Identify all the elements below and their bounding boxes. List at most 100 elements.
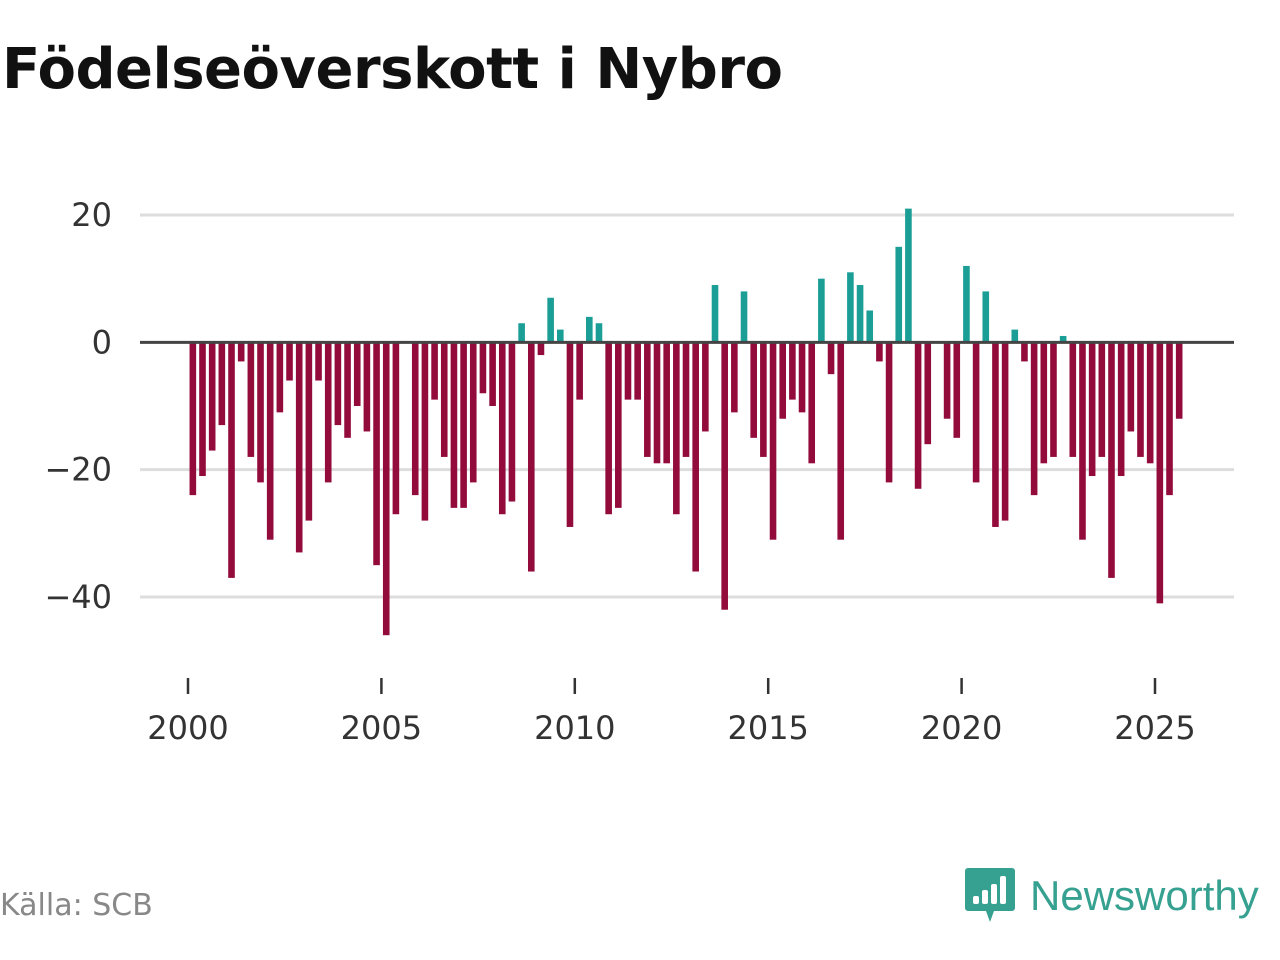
- bar: [1117, 342, 1125, 477]
- bar: [1137, 342, 1144, 457]
- bar: [353, 342, 361, 406]
- bar: [673, 342, 680, 515]
- bar: [431, 342, 438, 400]
- y-axis: 20 0 −20 −40: [44, 196, 112, 616]
- bar: [508, 342, 516, 502]
- bar: [963, 265, 970, 343]
- x-tick-label: 2010: [534, 709, 615, 747]
- bar: [905, 208, 912, 343]
- bar: [624, 342, 632, 400]
- bar: [702, 342, 709, 432]
- bar: [982, 291, 990, 343]
- bar: [537, 342, 545, 356]
- bar: [1098, 342, 1106, 457]
- bar: [1059, 335, 1067, 343]
- bar: [644, 342, 651, 457]
- y-tick-label: 20: [71, 196, 112, 234]
- bar: [615, 342, 622, 508]
- bar: [247, 342, 255, 457]
- bar: [818, 278, 825, 343]
- bar: [518, 323, 525, 343]
- bar: [856, 285, 864, 343]
- bar: [276, 342, 284, 413]
- bar: [450, 342, 458, 508]
- bar: [827, 342, 835, 375]
- bar: [498, 342, 506, 515]
- bar: [469, 342, 477, 483]
- bar: [866, 310, 874, 343]
- bar: [479, 342, 487, 394]
- y-tick-label: 0: [92, 323, 112, 361]
- bar: [692, 342, 699, 572]
- bar: [1040, 342, 1048, 464]
- bar: [218, 342, 226, 426]
- bar: [1050, 342, 1057, 457]
- bar: [1166, 342, 1173, 496]
- bar: [334, 342, 342, 426]
- bar: [1108, 342, 1115, 578]
- bar: [315, 342, 322, 381]
- source-note: Källa: SCB: [0, 888, 153, 923]
- bar: [1156, 342, 1164, 604]
- y-tick-label: −20: [44, 451, 112, 489]
- bar: [789, 342, 796, 400]
- x-tick-label: 2000: [147, 709, 228, 747]
- bar: [943, 342, 951, 419]
- bar: [750, 342, 757, 438]
- bar: [295, 342, 303, 553]
- bar: [808, 342, 816, 464]
- bar: [363, 342, 371, 432]
- bar: [1069, 342, 1077, 457]
- bar: [527, 342, 535, 572]
- bar: [731, 342, 738, 413]
- bar: [586, 316, 593, 343]
- bars: [189, 208, 1183, 636]
- newsworthy-logo-icon: [965, 868, 1015, 922]
- bar: [837, 342, 845, 540]
- bar: [972, 342, 980, 483]
- bar: [1146, 342, 1154, 464]
- x-tick-label: 2005: [341, 709, 422, 747]
- bar: [760, 342, 767, 457]
- bar: [953, 342, 961, 438]
- bar: [440, 342, 448, 457]
- bar: [382, 342, 390, 636]
- bar: [1127, 342, 1135, 432]
- bar: [779, 342, 787, 419]
- gridlines: [140, 213, 1234, 599]
- bar: [1001, 342, 1009, 521]
- bar: [489, 342, 496, 406]
- bar: [605, 342, 612, 515]
- bar: [237, 342, 245, 362]
- bar: [992, 342, 999, 527]
- bar: [1011, 329, 1019, 343]
- chart-title: Födelseöverskott i Nybro: [2, 37, 783, 102]
- bar: [576, 342, 583, 400]
- bar: [266, 342, 274, 540]
- x-tick-label: 2025: [1114, 709, 1195, 747]
- x-axis: 2000 2005 2010 2015 2020 2025: [147, 678, 1196, 747]
- brand-logo: Newsworthy: [964, 866, 1259, 926]
- bar: [305, 342, 313, 521]
- bar: [885, 342, 893, 483]
- bar: [199, 342, 206, 477]
- bar: [895, 246, 903, 343]
- bar: [208, 342, 216, 451]
- bar: [595, 323, 603, 343]
- bar: [682, 342, 690, 457]
- bar: [914, 342, 922, 489]
- bar: [740, 291, 748, 343]
- brand-name: Newsworthy: [1030, 872, 1259, 919]
- bar: [769, 342, 777, 540]
- bar: [324, 342, 332, 483]
- y-tick-label: −40: [44, 578, 112, 616]
- bar: [228, 342, 235, 578]
- bar: [847, 272, 854, 343]
- bar: [566, 342, 574, 527]
- bar: [286, 342, 293, 381]
- bar: [1030, 342, 1038, 496]
- bar: [421, 342, 429, 521]
- bar: [557, 329, 564, 343]
- x-tick-label: 2015: [727, 709, 808, 747]
